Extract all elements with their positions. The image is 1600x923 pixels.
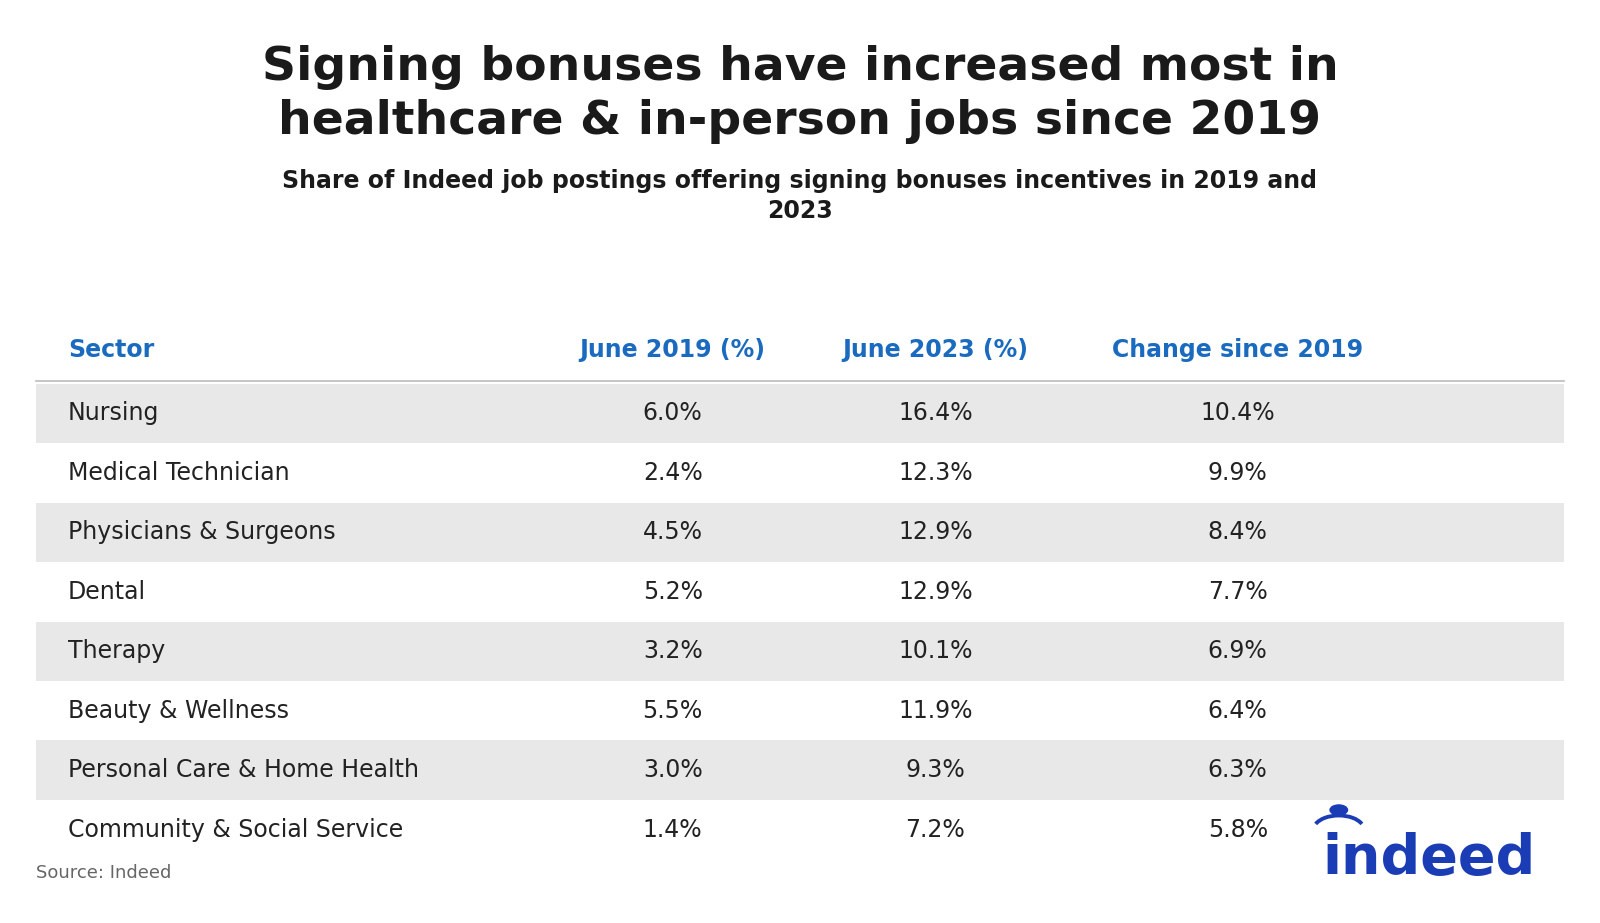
Text: Personal Care & Home Health: Personal Care & Home Health — [67, 758, 419, 782]
Text: 9.9%: 9.9% — [1208, 461, 1267, 485]
Text: indeed: indeed — [1322, 833, 1536, 886]
Bar — [35, 621, 1565, 681]
Text: 16.4%: 16.4% — [898, 402, 973, 426]
Text: 9.3%: 9.3% — [906, 758, 965, 782]
Text: Sector: Sector — [67, 338, 154, 362]
Text: 6.9%: 6.9% — [1208, 640, 1267, 664]
Text: 7.2%: 7.2% — [906, 818, 965, 842]
Text: 3.2%: 3.2% — [643, 640, 702, 664]
Text: 12.3%: 12.3% — [898, 461, 973, 485]
Text: Signing bonuses have increased most in
healthcare & in-person jobs since 2019: Signing bonuses have increased most in h… — [262, 45, 1338, 144]
Text: Share of Indeed job postings offering signing bonuses incentives in 2019 and
202: Share of Indeed job postings offering si… — [283, 169, 1317, 223]
Text: Source: Indeed: Source: Indeed — [35, 864, 171, 882]
Bar — [35, 740, 1565, 800]
Text: Change since 2019: Change since 2019 — [1112, 338, 1363, 362]
Bar — [35, 384, 1565, 443]
Text: Dental: Dental — [67, 580, 146, 604]
Text: 6.0%: 6.0% — [643, 402, 702, 426]
Text: Beauty & Wellness: Beauty & Wellness — [67, 699, 290, 723]
Text: 1.4%: 1.4% — [643, 818, 702, 842]
Text: 10.1%: 10.1% — [898, 640, 973, 664]
Text: 6.4%: 6.4% — [1208, 699, 1267, 723]
Text: Medical Technician: Medical Technician — [67, 461, 290, 485]
Text: 2.4%: 2.4% — [643, 461, 702, 485]
Text: 7.7%: 7.7% — [1208, 580, 1267, 604]
Text: 6.3%: 6.3% — [1208, 758, 1267, 782]
Text: Physicians & Surgeons: Physicians & Surgeons — [67, 521, 336, 545]
Text: 5.8%: 5.8% — [1208, 818, 1267, 842]
Circle shape — [1330, 805, 1347, 815]
Text: 11.9%: 11.9% — [898, 699, 973, 723]
Text: June 2023 (%): June 2023 (%) — [842, 338, 1029, 362]
Text: Therapy: Therapy — [67, 640, 165, 664]
Text: 10.4%: 10.4% — [1200, 402, 1275, 426]
Text: 8.4%: 8.4% — [1208, 521, 1267, 545]
Bar — [35, 503, 1565, 562]
Text: 5.2%: 5.2% — [643, 580, 702, 604]
Text: Nursing: Nursing — [67, 402, 160, 426]
Text: 12.9%: 12.9% — [898, 521, 973, 545]
Text: 3.0%: 3.0% — [643, 758, 702, 782]
Text: 5.5%: 5.5% — [643, 699, 702, 723]
Text: 4.5%: 4.5% — [643, 521, 702, 545]
Text: 12.9%: 12.9% — [898, 580, 973, 604]
Text: June 2019 (%): June 2019 (%) — [579, 338, 766, 362]
Text: Community & Social Service: Community & Social Service — [67, 818, 403, 842]
